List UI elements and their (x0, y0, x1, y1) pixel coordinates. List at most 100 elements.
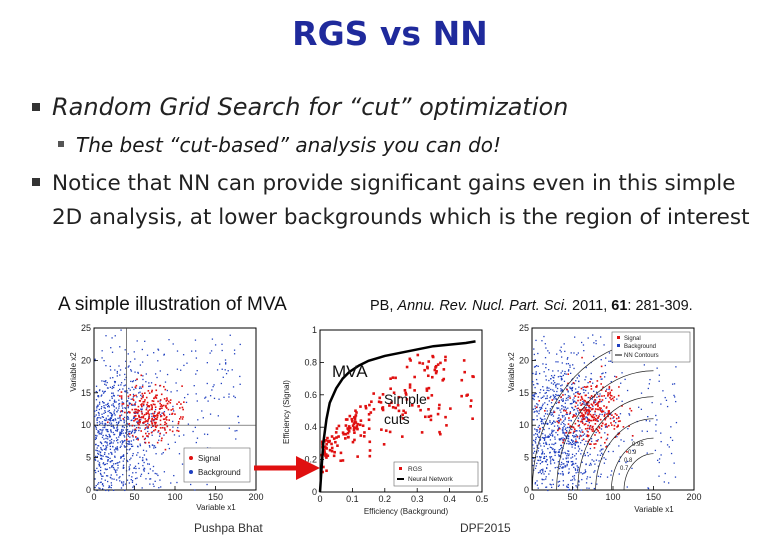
background-point (213, 384, 215, 386)
background-point (568, 369, 570, 371)
background-point (122, 432, 124, 434)
rgs-points (320, 353, 475, 474)
background-point (96, 417, 99, 419)
signal-point (584, 412, 587, 415)
background-point (561, 362, 563, 364)
background-point (96, 405, 98, 408)
background-point (126, 390, 128, 392)
background-point (131, 431, 133, 434)
background-point (533, 394, 535, 396)
rgs-point (341, 459, 345, 462)
signal-point (148, 441, 150, 444)
background-point (541, 479, 544, 481)
background-point (113, 386, 115, 389)
background-point (575, 485, 577, 487)
background-point (534, 359, 536, 361)
background-point (140, 387, 142, 389)
signal-point (562, 394, 564, 396)
background-point (539, 430, 541, 432)
rgs-point (391, 406, 395, 409)
background-point (538, 459, 540, 462)
signal-point (617, 420, 620, 423)
background-point (623, 440, 625, 443)
signal-point (587, 440, 589, 443)
background-point (549, 420, 551, 422)
signal-point (596, 380, 599, 382)
background-point (232, 386, 235, 388)
background-point (534, 440, 536, 443)
background-point (645, 419, 647, 422)
signal-point (177, 422, 180, 425)
rgs-point (336, 444, 339, 447)
background-point (577, 471, 579, 473)
background-point (560, 385, 562, 387)
signal-point (154, 403, 156, 406)
background-point (549, 410, 552, 412)
signal-point (145, 408, 148, 411)
background-point (585, 463, 587, 466)
background-point (543, 439, 546, 441)
signal-point (617, 425, 619, 428)
rgs-point (389, 377, 392, 380)
background-point (536, 411, 538, 413)
citation-year: 2011, (572, 298, 608, 314)
signal-point (612, 399, 615, 402)
rgs-point (359, 405, 362, 408)
background-point (112, 425, 114, 427)
rgs-point (333, 450, 336, 454)
background-point (567, 472, 570, 474)
background-point (124, 489, 126, 492)
background-point (170, 482, 172, 484)
background-point (132, 429, 134, 431)
background-point (126, 431, 128, 433)
rgs-point (405, 398, 409, 401)
background-point (673, 462, 675, 464)
background-point (101, 436, 104, 439)
x-tick-label: 100 (605, 492, 620, 502)
rgs-point (426, 374, 430, 378)
background-point (123, 416, 126, 419)
background-point (128, 440, 130, 442)
signal-point (604, 423, 607, 426)
background-point (111, 453, 113, 455)
background-point (111, 351, 114, 353)
background-point (569, 387, 571, 390)
background-point (99, 458, 102, 460)
background-point (118, 477, 120, 479)
rgs-point (408, 386, 412, 389)
signal-point (601, 399, 604, 401)
signal-point (182, 408, 184, 411)
signal-point (151, 390, 153, 393)
background-point (149, 483, 151, 485)
y-tick-label: 15 (81, 388, 91, 398)
signal-point (140, 404, 142, 406)
signal-point (602, 386, 604, 388)
background-point (126, 448, 128, 451)
background-point (547, 350, 549, 352)
signal-point (586, 404, 589, 407)
background-point (554, 384, 557, 387)
background-point (555, 397, 557, 400)
signal-point (120, 395, 123, 397)
background-point (154, 408, 157, 411)
background-point (101, 449, 103, 451)
x-tick-label: 150 (208, 492, 223, 502)
background-point (224, 369, 226, 371)
background-point (121, 455, 124, 457)
background-point (101, 488, 104, 490)
background-point (103, 405, 105, 407)
background-point (95, 436, 97, 439)
background-point (569, 403, 572, 405)
background-point (571, 406, 573, 409)
rgs-point (397, 395, 401, 399)
background-point (104, 411, 107, 414)
background-point (567, 450, 569, 452)
background-point (139, 427, 141, 429)
signal-point (587, 424, 589, 427)
signal-point (589, 406, 592, 409)
scatter-plot-right: Signal Background NN Contours 0.95 0.9 0… (507, 323, 702, 514)
background-point (554, 448, 556, 451)
x-tick-label: 0 (91, 492, 96, 502)
rgs-point (438, 403, 441, 407)
signal-point (159, 384, 162, 387)
